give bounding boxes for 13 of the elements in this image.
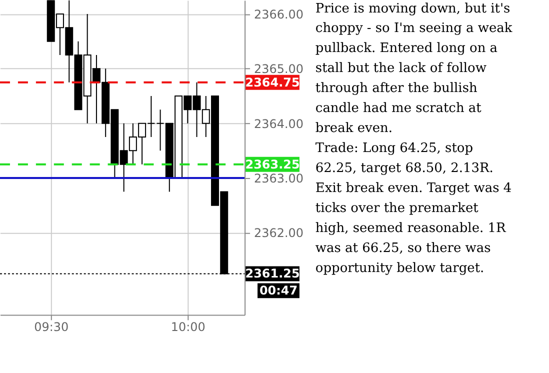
ref-line-label: 2361.25 bbox=[245, 266, 300, 281]
y-tick-label: 2366.00 bbox=[254, 7, 304, 22]
ref-line-label: 2364.75 bbox=[245, 75, 300, 90]
y-tick-label: 2363.00 bbox=[254, 172, 304, 186]
y-tick-label: 2365.00 bbox=[254, 62, 304, 76]
text: Trade: Long 64.25, stop 62.25, target 68.50, 2.13R. Exit break even. Target was 4 ticks over the premarket high, seemed reasonable. 1R was at 66.25, so there was opportunity below target. bbox=[315, 141, 512, 276]
y-tick-label: 2364.00 bbox=[254, 116, 304, 131]
x-tick-label: 10:00 bbox=[170, 320, 206, 334]
y-tick-label: 2362.00 bbox=[254, 226, 304, 240]
text: Price is moving down, but it's choppy - so I'm seeing a weak pullback. Entered long on a stall but the lack of follow through after the bullish candle had me scratch at break even. bbox=[315, 1, 512, 136]
x-tick-label: 09:30 bbox=[34, 320, 69, 334]
text: 00:47 bbox=[259, 284, 298, 298]
ref-line-label: 2363.25 bbox=[245, 157, 300, 172]
